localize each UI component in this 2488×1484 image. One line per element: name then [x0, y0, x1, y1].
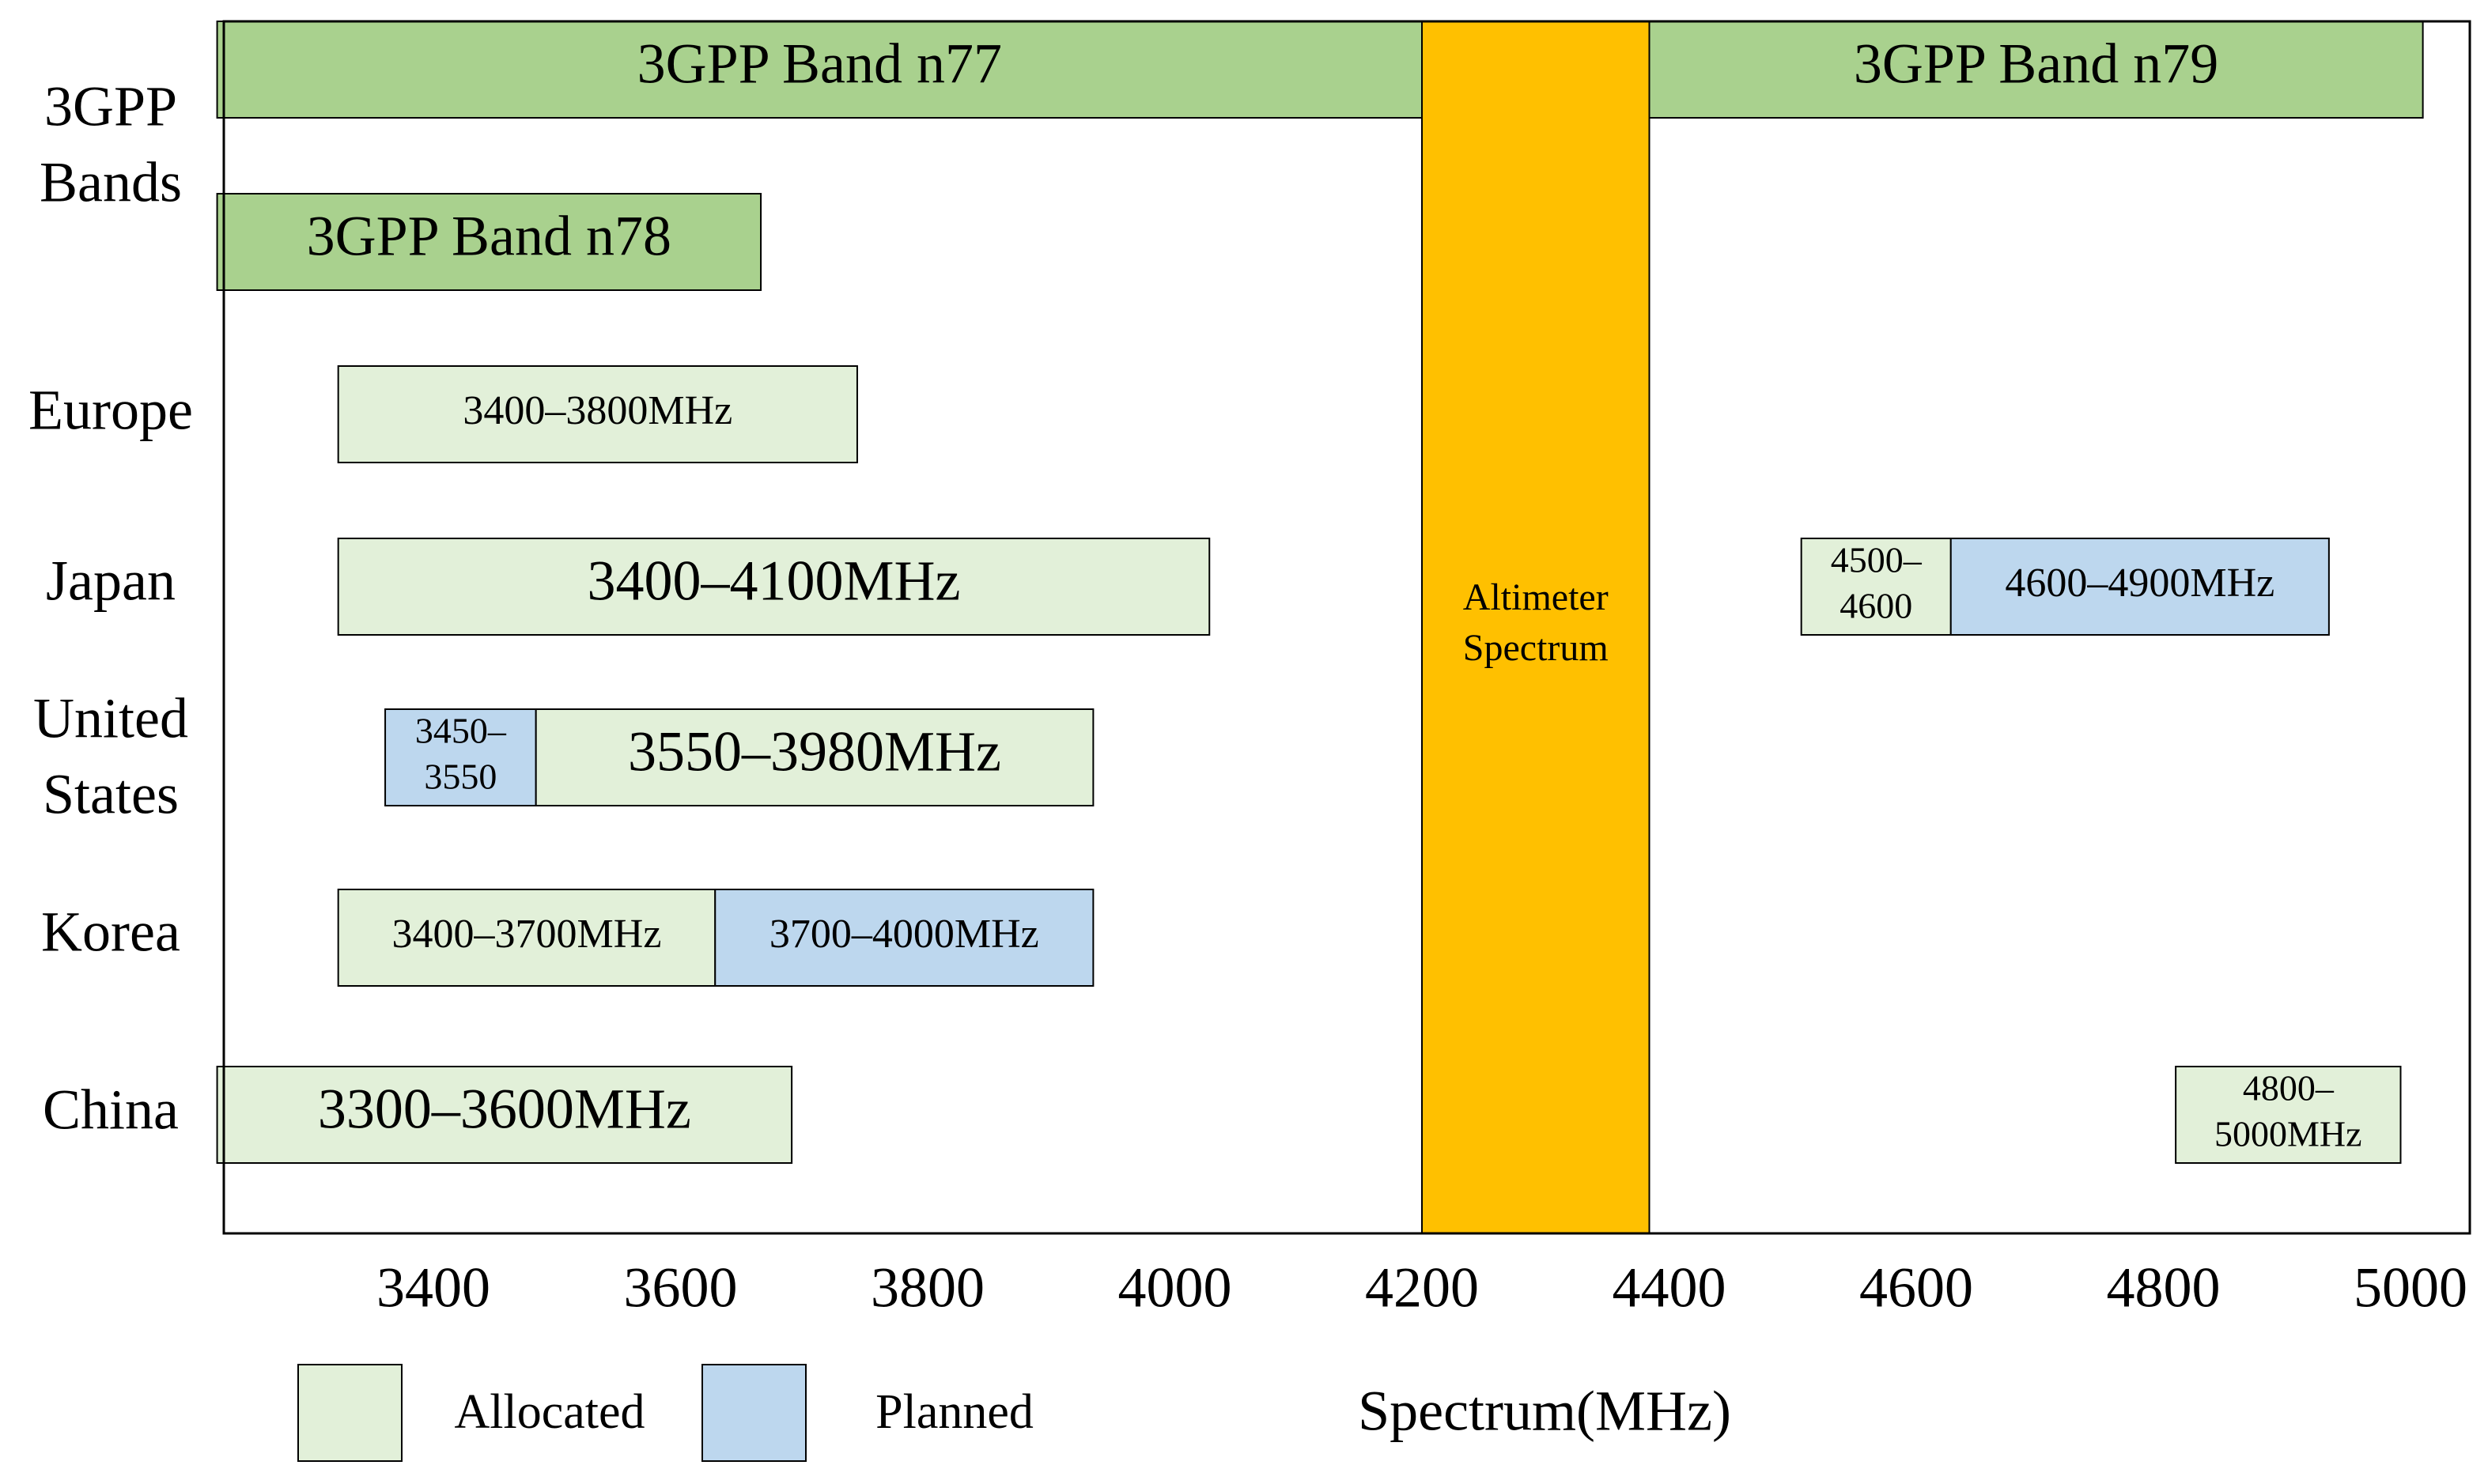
x-tick-label: 3400	[376, 1256, 490, 1320]
spectrum-bar-allocated	[1800, 538, 1952, 636]
bar-label: 3400–3800MHz	[463, 388, 732, 433]
bar-label: 3550–3980MHz	[628, 720, 1001, 784]
row-label: Japan	[46, 549, 176, 613]
bar-label: 3400–3700MHz	[392, 912, 662, 957]
x-tick-label: 3600	[624, 1256, 738, 1320]
legend-label: Allocated	[454, 1385, 645, 1439]
bar-label: 4800– 5000MHz	[2214, 1068, 2362, 1154]
spectrum-bar-allocated	[337, 365, 858, 463]
bar-label: 3GPP Band n79	[1854, 32, 2218, 96]
spectrum-bar-planned	[1949, 538, 2330, 636]
bar-label: 3700–4000MHz	[769, 912, 1039, 957]
row-label: China	[43, 1078, 179, 1142]
spectrum-bar-allocated	[337, 889, 717, 987]
x-tick-label: 4200	[1365, 1256, 1479, 1320]
row-label: United States	[33, 687, 188, 826]
x-tick-label: 4600	[1859, 1256, 1973, 1320]
x-tick-label: 5000	[2354, 1256, 2467, 1320]
spectrum-bar-allocated	[337, 538, 1211, 636]
legend-label: Planned	[875, 1385, 1034, 1439]
bar-label: 4600–4900MHz	[2005, 561, 2274, 606]
altimeter-band	[1421, 21, 1650, 1234]
row-label: Korea	[41, 901, 180, 964]
spectrum-bar-allocated	[2175, 1066, 2402, 1164]
x-tick-label: 3800	[871, 1256, 985, 1320]
bar-label: 3GPP Band n77	[637, 32, 1002, 96]
x-tick-label: 4800	[2107, 1256, 2221, 1320]
spectrum-bar-band	[216, 21, 1423, 119]
x-tick-label: 4000	[1118, 1256, 1232, 1320]
row-label: 3GPP Bands	[40, 75, 182, 214]
bar-label: 3450– 3550	[415, 711, 507, 797]
spectrum-bar-allocated	[535, 708, 1095, 806]
spectrum-bar-band	[216, 193, 762, 291]
altimeter-label: Altimeter Spectrum	[1463, 576, 1609, 669]
spectrum-bar-planned	[384, 708, 537, 806]
bar-label: 3GPP Band n78	[307, 205, 671, 268]
legend-swatch-allocated	[297, 1364, 403, 1462]
bar-label: 3300–3600MHz	[318, 1078, 691, 1141]
row-label: Europe	[28, 379, 193, 442]
spectrum-bar-allocated	[216, 1066, 793, 1164]
bar-label: 3400–4100MHz	[587, 549, 960, 613]
bar-label: 4500– 4600	[1831, 540, 1923, 626]
spectrum-bar-planned	[714, 889, 1095, 987]
x-tick-label: 4400	[1613, 1256, 1726, 1320]
plot-frame	[222, 20, 2471, 1235]
spectrum-bar-band	[1648, 21, 2424, 119]
x-axis-label: Spectrum(MHz)	[1358, 1380, 1731, 1443]
legend-swatch-planned	[701, 1364, 807, 1462]
